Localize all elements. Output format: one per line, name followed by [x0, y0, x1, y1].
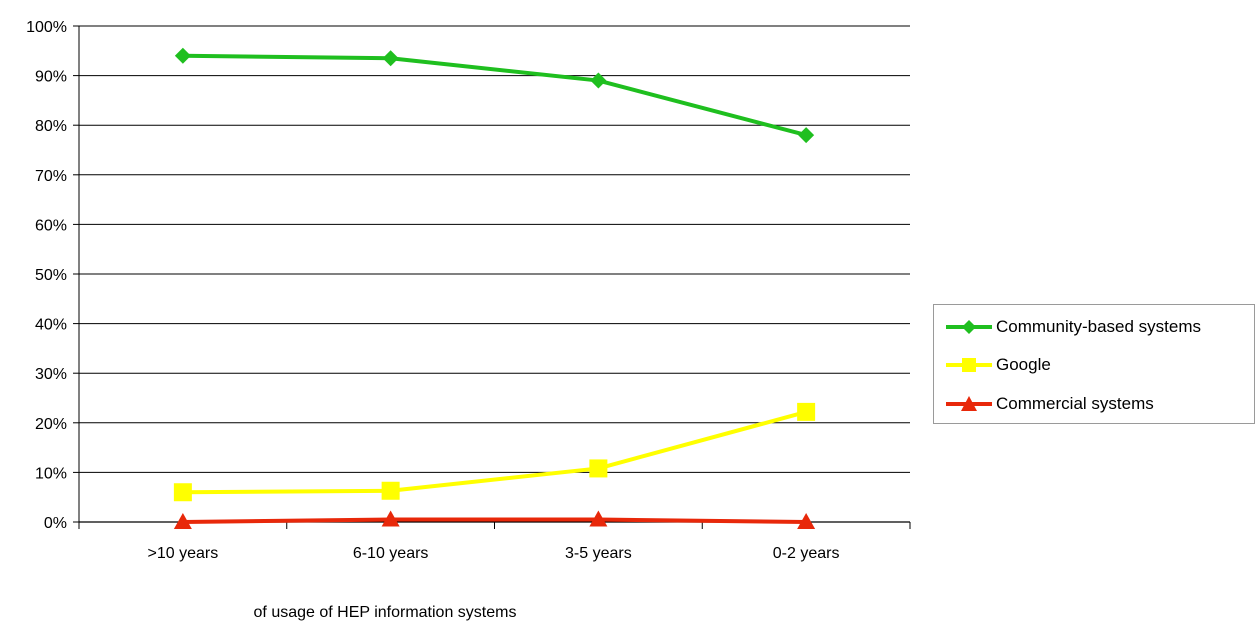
x-tick-label: 6-10 years: [353, 545, 429, 562]
data-point: [589, 510, 608, 527]
legend-swatch-community: [946, 320, 992, 334]
y-tick-label: 90%: [35, 69, 67, 86]
y-tick-label: 40%: [35, 317, 67, 334]
y-tick-label: 70%: [35, 168, 67, 185]
y-tick-label: 0%: [44, 515, 67, 532]
y-tick-label: 80%: [35, 118, 67, 135]
series-line: [182, 53, 807, 138]
legend-label-google: Google: [996, 355, 1051, 374]
data-point: [589, 459, 608, 478]
grid-lines: [79, 25, 910, 473]
y-axis-ticks: 0% 10% 20% 30% 40% 50% 60% 70% 80% 90% 100%: [26, 19, 79, 532]
data-point: [797, 513, 816, 529]
x-tick-label: >10 years: [148, 545, 219, 562]
y-tick-label: 10%: [35, 465, 67, 482]
y-tick-label: 50%: [35, 267, 67, 284]
data-point: [174, 47, 191, 64]
legend: Community-based systems Google Commercia…: [933, 304, 1255, 424]
data-point: [173, 483, 192, 502]
series-line: [182, 409, 807, 495]
legend-item-google: Google: [944, 352, 1051, 378]
data-point: [382, 50, 399, 67]
series-0: [174, 47, 815, 144]
legend-swatch-google: [946, 358, 992, 372]
series-2: [173, 510, 816, 529]
legend-label-community: Community-based systems: [996, 317, 1202, 336]
data-point: [173, 513, 192, 529]
x-axis-ticks: >10 years 6-10 years 3-5 years 0-2 years: [78, 522, 911, 562]
data-point: [798, 127, 815, 144]
x-axis-label: of usage of HEP information systems: [253, 604, 517, 621]
series-layer: [173, 47, 816, 529]
data-point: [590, 72, 607, 89]
x-tick-label: 0-2 years: [773, 545, 840, 562]
legend-swatch-commercial: [946, 396, 992, 411]
y-tick-label: 30%: [35, 366, 67, 383]
legend-label-commercial: Commercial systems: [996, 394, 1154, 413]
legend-item-commercial: Commercial systems: [944, 391, 1154, 417]
y-tick-label: 100%: [26, 19, 67, 36]
data-point: [381, 510, 400, 527]
data-point: [797, 402, 816, 421]
x-tick-label: 3-5 years: [565, 545, 632, 562]
data-point: [381, 481, 400, 500]
y-tick-label: 60%: [35, 217, 67, 234]
series-line: [182, 517, 807, 524]
y-tick-label: 20%: [35, 416, 67, 433]
series-1: [173, 402, 816, 502]
legend-item-community: Community-based systems: [944, 314, 1201, 340]
